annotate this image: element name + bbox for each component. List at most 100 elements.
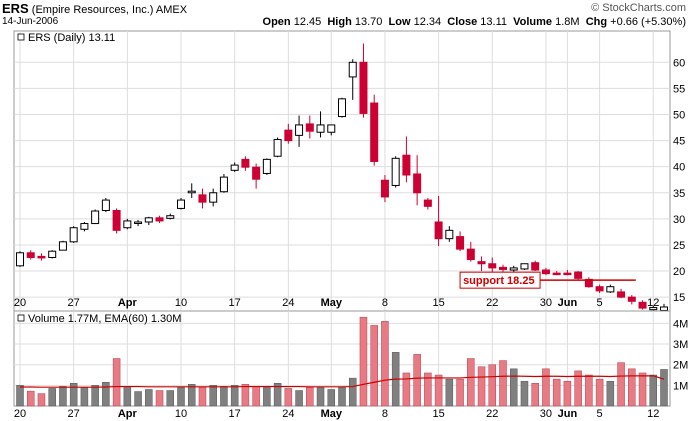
price-tick-label: 60 — [673, 57, 685, 69]
candle-body — [305, 123, 314, 132]
volume-bar — [295, 390, 303, 407]
candle-body — [402, 154, 411, 176]
volume-bar — [37, 393, 46, 407]
candle — [574, 271, 583, 280]
ema-line — [20, 375, 665, 388]
low-value: 12.34 — [413, 16, 442, 28]
volume-tick-label: 4M — [673, 318, 688, 330]
low-label: Low — [388, 16, 411, 28]
candle — [26, 250, 35, 260]
volume-value: 1.8M — [555, 16, 580, 28]
volume-x-tick-label: 27 — [68, 408, 80, 420]
volume-x-tick-label: 15 — [432, 408, 444, 420]
price-x-tick-label: 15 — [432, 297, 444, 309]
candle — [187, 183, 196, 198]
volume-bar — [263, 387, 271, 407]
candle-body — [456, 236, 465, 250]
candle — [284, 123, 293, 144]
volume-bar — [499, 360, 507, 407]
volume-x-tick-label: 17 — [229, 408, 241, 420]
price-x-tick-label: 17 — [229, 297, 241, 309]
candle-body — [638, 301, 647, 309]
candle — [209, 188, 218, 207]
price-tick-label: 50 — [673, 109, 685, 121]
candle — [155, 215, 164, 224]
candle — [595, 284, 604, 293]
candle-body — [187, 190, 196, 194]
candle — [391, 156, 400, 188]
candle-body — [134, 221, 143, 224]
candle — [177, 197, 185, 210]
volume-bar — [273, 383, 282, 407]
candle-body — [541, 269, 550, 275]
candle — [58, 240, 67, 251]
chart-title-row: ERS (Empire Resources, Inc.) AMEX — [2, 1, 187, 16]
candle — [434, 195, 443, 246]
volume-bar — [542, 368, 550, 407]
candle — [359, 43, 368, 118]
price-x-tick-label: 27 — [68, 297, 80, 309]
support-label-box — [459, 271, 541, 289]
volume-bar — [434, 374, 443, 407]
candle-body — [284, 129, 293, 142]
candle — [456, 231, 465, 252]
candle — [380, 175, 389, 203]
volume-bar — [59, 386, 67, 407]
candle — [230, 162, 239, 172]
price-x-tick-label: 8 — [382, 297, 388, 309]
volume-bar — [102, 382, 110, 407]
candle-body — [477, 261, 486, 265]
quote-date: 14-Jun-2006 — [2, 16, 59, 27]
candle — [144, 216, 153, 226]
candle — [466, 241, 475, 262]
candle — [477, 256, 486, 272]
volume-grid — [14, 322, 670, 386]
candle-body — [252, 166, 261, 180]
price-x-tick-label: 22 — [486, 297, 498, 309]
price-x-tick-label: 12 — [647, 297, 659, 309]
volume-x-tick-label: 20 — [14, 408, 26, 420]
candle-body — [91, 210, 100, 225]
volume-bar — [91, 385, 99, 407]
volume-bar — [424, 372, 432, 407]
volume-bar — [306, 387, 314, 407]
candle — [295, 115, 304, 147]
volume-bar — [348, 377, 357, 407]
candle — [445, 226, 454, 242]
candle-body — [531, 262, 540, 271]
candle — [166, 213, 175, 220]
candle-body — [209, 192, 218, 203]
price-tick-label: 25 — [673, 240, 685, 252]
candle-body — [80, 223, 89, 230]
volume-bar — [638, 372, 647, 407]
exchange-label: AMEX — [155, 4, 188, 16]
candle-body — [391, 157, 400, 186]
candle-body — [627, 296, 636, 302]
volume-bar — [316, 387, 325, 407]
price-x-tick-label: 20 — [14, 297, 26, 309]
candle — [552, 271, 561, 276]
price-x-tick-label: May — [321, 297, 343, 309]
volume-bar — [112, 358, 121, 407]
volume-bar — [26, 390, 35, 407]
volume-bar — [327, 389, 336, 407]
candle — [541, 267, 550, 276]
volume-bar — [574, 370, 582, 407]
volume-legend: Volume 1.77M, EMA(60) 1.30M — [28, 313, 181, 325]
volume-bar — [563, 380, 572, 407]
candle — [80, 221, 89, 232]
candle — [134, 219, 143, 227]
volume-bar — [370, 325, 378, 407]
volume-bar — [488, 364, 497, 407]
candle-body — [499, 266, 507, 270]
candle-body — [198, 194, 207, 203]
volume-panel: 1M 2M 3M 4M Volume 1.77M, EMA(60) 1.30M — [13, 310, 688, 407]
candle-body — [595, 286, 604, 292]
volume-x-tick-label: 24 — [282, 408, 294, 420]
volume-bar — [413, 354, 421, 407]
volume-label: Volume — [513, 16, 553, 28]
candle — [370, 94, 379, 166]
volume-x-tick-label: 30 — [540, 408, 552, 420]
volume-x-tick-label: 12 — [647, 408, 659, 420]
